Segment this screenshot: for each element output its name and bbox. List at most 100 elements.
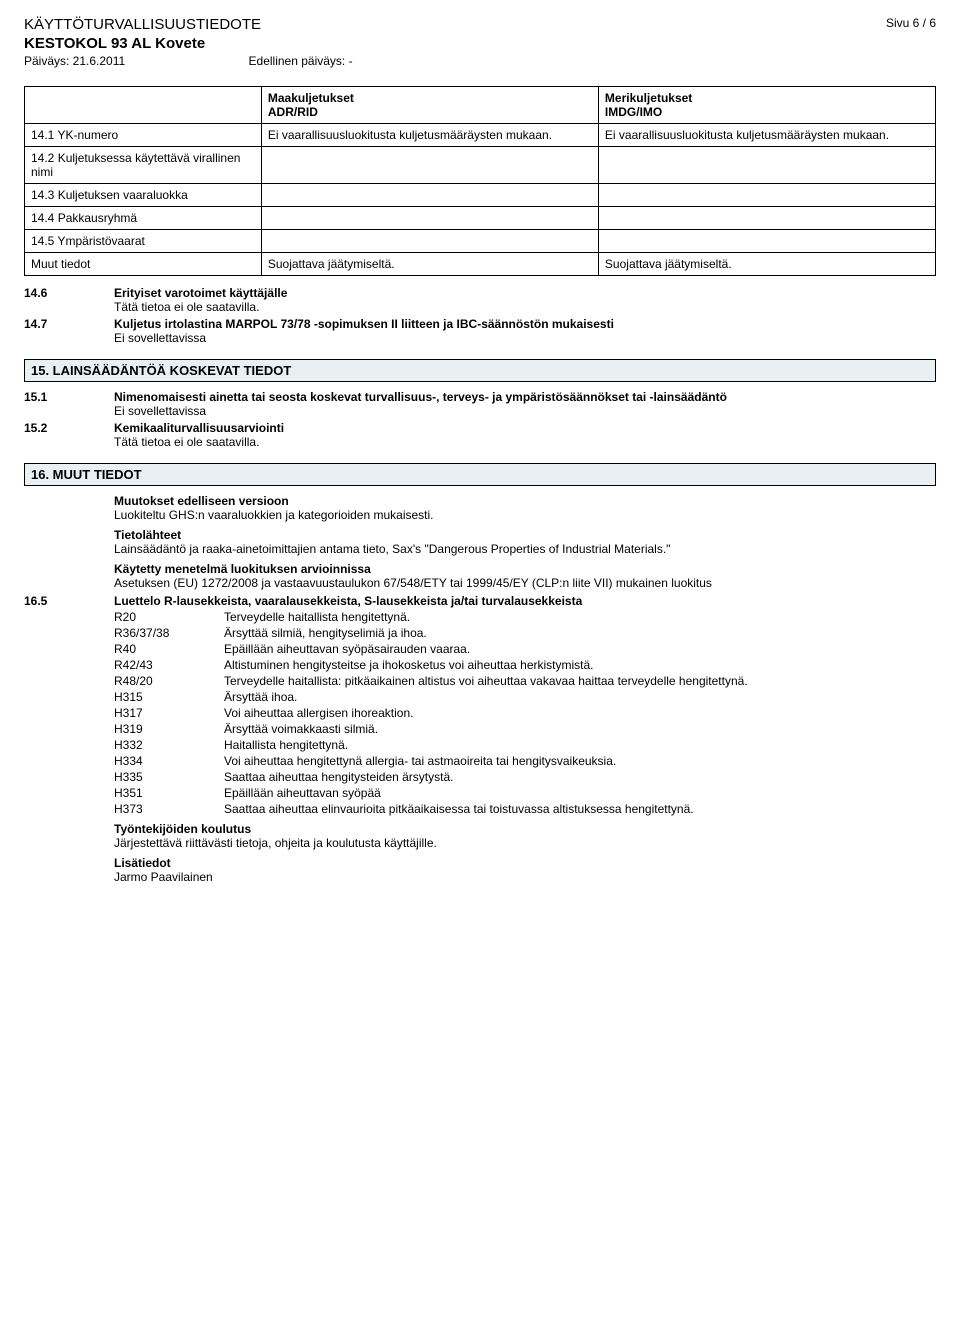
head-14-7: Kuljetus irtolastina MARPOL 73/78 -sopim…: [114, 317, 936, 331]
row-15-1: 15.1 Nimenomaisesti ainetta tai seosta k…: [24, 390, 936, 418]
transport-row-label: Muut tiedot: [25, 253, 262, 276]
num-16-5: 16.5: [24, 594, 114, 884]
phrase-row: H373Saattaa aiheuttaa elinvaurioita pitk…: [114, 802, 936, 816]
transport-row-land: [261, 207, 598, 230]
phrase-code: H351: [114, 786, 224, 800]
transport-row-sea: [598, 147, 935, 184]
transport-row-label: 14.2 Kuljetuksessa käytettävä virallinen…: [25, 147, 262, 184]
transport-row-label: 14.3 Kuljetuksen vaaraluokka: [25, 184, 262, 207]
extra-body: Jarmo Paavilainen: [114, 870, 936, 884]
transport-table: Maakuljetukset ADR/RID Merikuljetukset I…: [24, 86, 936, 276]
method-body: Asetuksen (EU) 1272/2008 ja vastaavuusta…: [114, 576, 936, 590]
transport-row: Muut tiedotSuojattava jäätymiseltä.Suoja…: [25, 253, 936, 276]
phrase-code: R48/20: [114, 674, 224, 688]
transport-row-sea: [598, 207, 935, 230]
phrase-row: H319Ärsyttää voimakkaasti silmiä.: [114, 722, 936, 736]
transport-row: 14.4 Pakkausryhmä: [25, 207, 936, 230]
txt-15-1: Nimenomaisesti ainetta tai seosta koskev…: [114, 390, 936, 418]
transport-row-label: 14.4 Pakkausryhmä: [25, 207, 262, 230]
body-14-7: Ei sovellettavissa: [114, 331, 206, 345]
method-head: Käytetty menetelmä luokituksen arvioinni…: [114, 562, 936, 576]
phrase-row: R42/43Altistuminen hengitysteitse ja iho…: [114, 658, 936, 672]
date-row: Päiväys: 21.6.2011 Edellinen päiväys: -: [24, 54, 353, 68]
col-land-2: ADR/RID: [268, 105, 318, 119]
col-sea-1: Merikuljetukset: [605, 91, 692, 105]
phrase-row: H332Haitallista hengitettynä.: [114, 738, 936, 752]
phrase-text: Epäillään aiheuttavan syöpäsairauden vaa…: [224, 642, 936, 656]
row-16-5: 16.5 Luettelo R-lausekkeista, vaaralause…: [24, 594, 936, 884]
phrase-row: R20Terveydelle haitallista hengitettynä.: [114, 610, 936, 624]
date-label: Päiväys: 21.6.2011: [24, 54, 125, 68]
phrase-code: H373: [114, 802, 224, 816]
transport-row: 14.5 Ympäristövaarat: [25, 230, 936, 253]
section-16-title: 16. MUUT TIEDOT: [24, 463, 936, 486]
phrase-text: Epäillään aiheuttavan syöpää: [224, 786, 936, 800]
transport-row-land: Suojattava jäätymiseltä.: [261, 253, 598, 276]
phrases-list: R20Terveydelle haitallista hengitettynä.…: [114, 610, 936, 816]
phrase-text: Saattaa aiheuttaa elinvaurioita pitkäaik…: [224, 802, 936, 816]
txt-14-7: Kuljetus irtolastina MARPOL 73/78 -sopim…: [114, 317, 936, 345]
head-15-2: Kemikaaliturvallisuusarviointi: [114, 421, 936, 435]
transport-row-land: [261, 230, 598, 253]
training-head: Työntekijöiden koulutus: [114, 822, 936, 836]
sources-head: Tietolähteet: [114, 528, 936, 542]
training-body: Järjestettävä riittävästi tietoja, ohjei…: [114, 836, 936, 850]
phrase-code: R40: [114, 642, 224, 656]
phrase-row: H351Epäillään aiheuttavan syöpää: [114, 786, 936, 800]
num-15-2: 15.2: [24, 421, 114, 449]
changes-body: Luokiteltu GHS:n vaaraluokkien ja katego…: [114, 508, 936, 522]
body-15-2: Tätä tietoa ei ole saatavilla.: [114, 435, 259, 449]
phrase-code: R20: [114, 610, 224, 624]
phrase-code: H334: [114, 754, 224, 768]
phrase-row: H317Voi aiheuttaa allergisen ihoreaktion…: [114, 706, 936, 720]
phrase-row: H315Ärsyttää ihoa.: [114, 690, 936, 704]
doc-title: KESTOKOL 93 AL Kovete: [24, 35, 353, 52]
phrase-row: H334Voi aiheuttaa hengitettynä allergia-…: [114, 754, 936, 768]
transport-row: 14.2 Kuljetuksessa käytettävä virallinen…: [25, 147, 936, 184]
phrase-code: R36/37/38: [114, 626, 224, 640]
row-14-6: 14.6 Erityiset varotoimet käyttäjälle Tä…: [24, 286, 936, 314]
phrase-code: H332: [114, 738, 224, 752]
phrase-text: Ärsyttää ihoa.: [224, 690, 936, 704]
transport-header-row: Maakuljetukset ADR/RID Merikuljetukset I…: [25, 87, 936, 124]
phrase-text: Altistuminen hengitysteitse ja ihokosket…: [224, 658, 936, 672]
col-sea-2: IMDG/IMO: [605, 105, 662, 119]
body-14-6: Tätä tietoa ei ole saatavilla.: [114, 300, 259, 314]
phrase-text: Terveydelle haitallista hengitettynä.: [224, 610, 936, 624]
transport-row-sea: Ei vaarallisuusluokitusta kuljetusmääräy…: [598, 124, 935, 147]
num-15-1: 15.1: [24, 390, 114, 418]
section-16-block: Muutokset edelliseen versioon Luokiteltu…: [114, 494, 936, 590]
prev-date-label: Edellinen päiväys: -: [249, 54, 353, 68]
extra-head: Lisätiedot: [114, 856, 936, 870]
phrase-code: H335: [114, 770, 224, 784]
phrase-code: H315: [114, 690, 224, 704]
header-left: KÄYTTÖTURVALLISUUSTIEDOTE KESTOKOL 93 AL…: [24, 16, 353, 80]
transport-row: 14.3 Kuljetuksen vaaraluokka: [25, 184, 936, 207]
row-15-2: 15.2 Kemikaaliturvallisuusarviointi Tätä…: [24, 421, 936, 449]
phrase-text: Voi aiheuttaa allergisen ihoreaktion.: [224, 706, 936, 720]
num-14-7: 14.7: [24, 317, 114, 345]
col-sea: Merikuljetukset IMDG/IMO: [598, 87, 935, 124]
transport-empty-cell: [25, 87, 262, 124]
transport-row-land: [261, 147, 598, 184]
row-14-7: 14.7 Kuljetus irtolastina MARPOL 73/78 -…: [24, 317, 936, 345]
phrase-row: R40Epäillään aiheuttavan syöpäsairauden …: [114, 642, 936, 656]
doc-type: KÄYTTÖTURVALLISUUSTIEDOTE: [24, 16, 353, 33]
phrase-code: H319: [114, 722, 224, 736]
col-land-1: Maakuljetukset: [268, 91, 354, 105]
phrase-text: Haitallista hengitettynä.: [224, 738, 936, 752]
txt-15-2: Kemikaaliturvallisuusarviointi Tätä tiet…: [114, 421, 936, 449]
transport-row: 14.1 YK-numero Ei vaarallisuusluokitusta …: [25, 124, 936, 147]
phrase-code: H317: [114, 706, 224, 720]
transport-row-sea: [598, 230, 935, 253]
phrase-row: R36/37/38Ärsyttää silmiä, hengityselimiä…: [114, 626, 936, 640]
phrase-row: R48/20Terveydelle haitallista: pitkäaika…: [114, 674, 936, 688]
section-15-title: 15. LAINSÄÄDÄNTÖÄ KOSKEVAT TIEDOT: [24, 359, 936, 382]
phrase-text: Terveydelle haitallista: pitkäaikainen a…: [224, 674, 936, 688]
body-15-1: Ei sovellettavissa: [114, 404, 206, 418]
transport-row-sea: Suojattava jäätymiseltä.: [598, 253, 935, 276]
phrase-code: R42/43: [114, 658, 224, 672]
transport-row-label: 14.1 YK-numero: [25, 124, 262, 147]
num-14-6: 14.6: [24, 286, 114, 314]
header: KÄYTTÖTURVALLISUUSTIEDOTE KESTOKOL 93 AL…: [24, 16, 936, 80]
